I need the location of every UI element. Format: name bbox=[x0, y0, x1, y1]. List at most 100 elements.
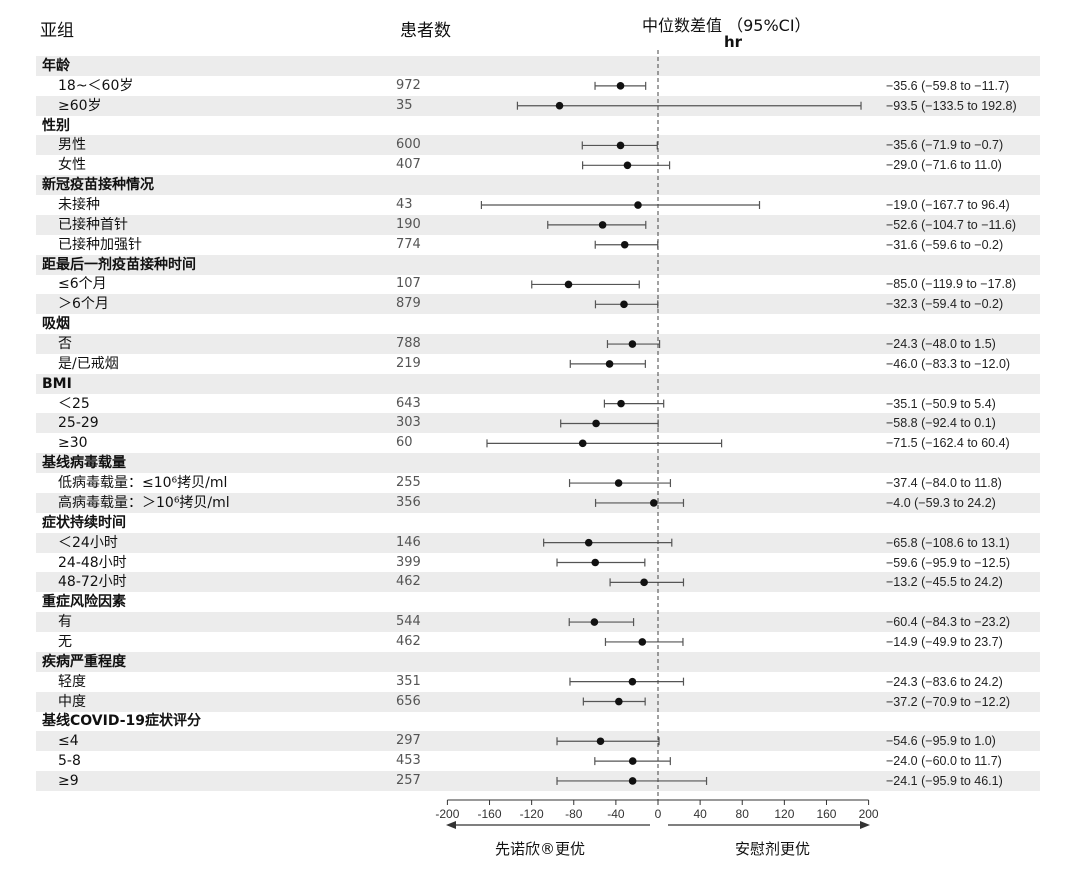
point-estimate bbox=[628, 757, 637, 765]
subgroup-header: 亚组 bbox=[40, 21, 74, 41]
row-label: 中度 bbox=[58, 693, 86, 710]
point-estimate bbox=[584, 538, 593, 547]
group-header-row: 重症风险因素 bbox=[36, 592, 1040, 612]
row-label: 5-8 bbox=[58, 753, 81, 770]
point-estimate bbox=[564, 280, 573, 289]
patient-count: 544 bbox=[396, 614, 421, 630]
point-estimate bbox=[628, 677, 637, 686]
table-row: ＜24小时 146 −65.8 (−108.6 to 13.1) bbox=[36, 532, 1040, 553]
ci-value: −24.3 (−83.6 to 24.2) bbox=[886, 674, 1003, 689]
table-row: 已接种首针 190 −52.6 (−104.7 to −11.6) bbox=[36, 214, 1040, 235]
group-header-row: 性别 bbox=[36, 116, 1040, 136]
unit-header: hr bbox=[724, 33, 743, 51]
ci-value: −85.0 (−119.9 to −17.8) bbox=[886, 277, 1017, 292]
row-label: 未接种 bbox=[58, 197, 100, 214]
n-header: 患者数 bbox=[400, 21, 451, 41]
ci-value: −65.8 (−108.6 to 13.1) bbox=[886, 535, 1010, 550]
patient-count: 35 bbox=[396, 97, 413, 113]
row-label: BMI bbox=[42, 375, 72, 392]
row-label: 已接种首针 bbox=[58, 216, 128, 233]
row-label: 是/已戒烟 bbox=[58, 355, 119, 372]
table-row: 未接种 43 −19.0 (−167.7 to 96.4) bbox=[36, 195, 1040, 215]
ci-value: −54.6 (−95.9 to 1.0) bbox=[886, 734, 996, 749]
row-label: 重症风险因素 bbox=[42, 594, 126, 611]
ci-value: −13.2 (−45.5 to 24.2) bbox=[886, 575, 1003, 590]
row-label: 疾病严重程度 bbox=[42, 653, 126, 670]
table-row: 18~＜60岁 972 −35.6 (−59.8 to −11.7) bbox=[36, 76, 1040, 96]
row-label: 男性 bbox=[58, 137, 86, 154]
row-label: ≤4 bbox=[58, 733, 79, 750]
row-label: 性别 bbox=[42, 117, 70, 134]
table-row: 无 462 −14.9 (−49.9 to 23.7) bbox=[36, 632, 1040, 652]
table-row: 是/已戒烟 219 −46.0 (−83.3 to −12.0) bbox=[36, 354, 1040, 374]
ci-value: −93.5 (−133.5 to 192.8) bbox=[886, 98, 1017, 113]
patient-count: 774 bbox=[396, 236, 421, 252]
patient-count: 190 bbox=[396, 216, 421, 232]
patient-count: 219 bbox=[396, 355, 421, 371]
row-label: 低病毒载量：≤10⁶拷贝/ml bbox=[58, 475, 228, 492]
table-row: 25-29 303 −58.8 (−92.4 to 0.1) bbox=[36, 413, 1040, 434]
row-label: 症状持续时间 bbox=[42, 514, 126, 531]
ci-value: −35.6 (−71.9 to −0.7) bbox=[886, 138, 1004, 153]
row-label: 48-72小时 bbox=[58, 574, 127, 591]
ci-value: −52.6 (−104.7 to −11.6) bbox=[886, 217, 1017, 232]
point-estimate bbox=[592, 419, 600, 428]
group-header-row: 新冠疫苗接种情况 bbox=[36, 175, 1040, 196]
patient-count: 656 bbox=[396, 693, 421, 709]
row-label: 基线COVID-19症状评分 bbox=[42, 713, 202, 730]
ci-value: −46.0 (−83.3 to −12.0) bbox=[886, 356, 1011, 371]
point-estimate bbox=[649, 499, 658, 507]
group-header-row: BMI bbox=[36, 373, 1040, 394]
point-estimate bbox=[620, 300, 628, 309]
point-estimate bbox=[623, 161, 632, 170]
table-row: ≥30 60 −71.5 (−162.4 to 60.4) bbox=[36, 433, 1040, 453]
ci-value: −37.2 (−70.9 to −12.2) bbox=[886, 694, 1011, 709]
point-estimate bbox=[615, 697, 623, 706]
table-row: ≥9 257 −24.1 (−95.9 to 46.1) bbox=[36, 770, 1040, 791]
table-row: 48-72小时 462 −13.2 (−45.5 to 24.2) bbox=[36, 572, 1040, 593]
ci-value: −31.6 (−59.6 to −0.2) bbox=[886, 237, 1004, 252]
x-tick-label: -200 bbox=[435, 807, 459, 821]
x-tick-label: 200 bbox=[859, 807, 879, 821]
x-tick-label: -120 bbox=[520, 807, 544, 821]
table-row: 已接种加强针 774 −31.6 (−59.6 to −0.2) bbox=[36, 235, 1040, 255]
patient-count: 399 bbox=[396, 554, 421, 570]
point-estimate bbox=[634, 201, 642, 209]
patient-count: 600 bbox=[396, 137, 421, 153]
x-tick-label: -80 bbox=[565, 807, 583, 821]
table-row: 轻度 351 −24.3 (−83.6 to 24.2) bbox=[36, 672, 1040, 692]
point-estimate bbox=[638, 638, 647, 646]
table-row: 低病毒载量：≤10⁶拷贝/ml 255 −37.4 (−84.0 to 11.8) bbox=[36, 473, 1040, 493]
effect-header: 中位数差值 （95%CI） bbox=[642, 16, 811, 35]
favors-right-label: 安慰剂更优 bbox=[735, 840, 811, 858]
point-estimate bbox=[555, 101, 564, 110]
group-header-row: 基线病毒载量 bbox=[36, 453, 1040, 474]
x-tick-label: -40 bbox=[607, 807, 625, 821]
row-label: 18~＜60岁 bbox=[58, 77, 134, 94]
ci-value: −37.4 (−84.0 to 11.8) bbox=[886, 476, 1002, 491]
x-tick-label: 80 bbox=[736, 807, 750, 821]
row-label: ＞6个月 bbox=[58, 296, 109, 313]
table-row: 5-8 453 −24.0 (−60.0 to 11.7) bbox=[36, 751, 1040, 771]
arrow-left-head bbox=[446, 821, 456, 829]
row-label: ≥60岁 bbox=[58, 97, 102, 114]
point-estimate bbox=[598, 221, 607, 229]
patient-count: 303 bbox=[396, 415, 421, 431]
row-label: ≥30 bbox=[58, 435, 88, 452]
ci-value: −29.0 (−71.6 to 11.0) bbox=[886, 158, 1002, 173]
favors-left-label: 先诺欣®更优 bbox=[495, 840, 586, 858]
row-label: 年龄 bbox=[42, 58, 70, 74]
table-row: ＜25 643 −35.1 (−50.9 to 5.4) bbox=[36, 394, 1040, 414]
row-label: 轻度 bbox=[58, 673, 86, 690]
ci-value: −24.3 (−48.0 to 1.5) bbox=[886, 337, 996, 352]
table-row: 男性 600 −35.6 (−71.9 to −0.7) bbox=[36, 135, 1040, 156]
x-tick-label: 0 bbox=[655, 807, 662, 821]
patient-count: 43 bbox=[396, 197, 413, 213]
point-estimate bbox=[640, 578, 648, 587]
row-label: ≥9 bbox=[58, 772, 79, 789]
patient-count: 356 bbox=[396, 494, 421, 510]
group-header-row: 距最后一剂疫苗接种时间 bbox=[36, 254, 1040, 275]
x-tick-label: -160 bbox=[478, 807, 502, 821]
point-estimate bbox=[596, 737, 605, 746]
